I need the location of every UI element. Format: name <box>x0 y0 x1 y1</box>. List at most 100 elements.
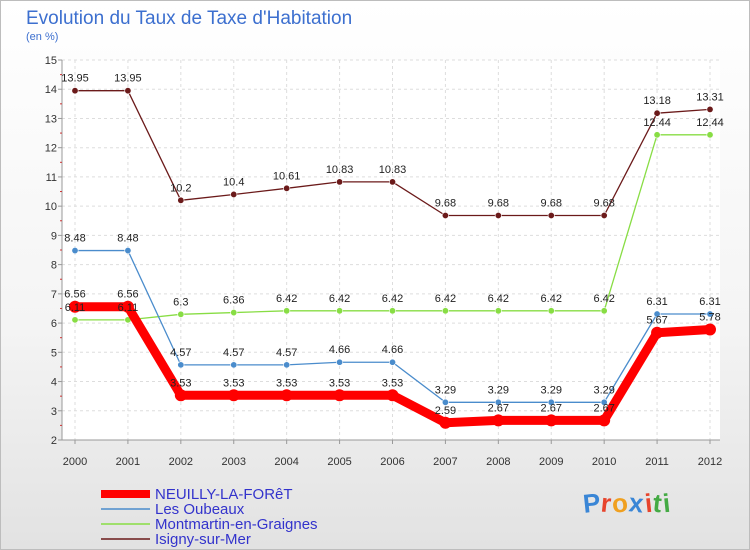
data-label: 4.66 <box>329 344 350 356</box>
data-label: 6.31 <box>699 296 720 308</box>
data-point <box>177 196 185 204</box>
data-label: 6.11 <box>118 302 139 314</box>
data-point <box>174 389 187 402</box>
data-label: 6.42 <box>382 293 403 305</box>
data-point <box>230 190 238 198</box>
data-label: 10.4 <box>223 176 244 188</box>
data-point <box>441 398 449 406</box>
data-label: 6.42 <box>593 293 614 305</box>
x-tick-label: 2010 <box>592 456 616 468</box>
data-point <box>439 416 452 429</box>
legend-label: Isigny-sur-Mer <box>155 531 251 548</box>
data-label: 10.83 <box>326 164 354 176</box>
data-point <box>441 307 449 315</box>
y-tick-label: 2 <box>51 435 57 447</box>
data-point <box>547 398 555 406</box>
x-tick-label: 2005 <box>327 456 351 468</box>
y-tick-label: 7 <box>51 289 57 301</box>
data-label: 13.95 <box>61 73 89 85</box>
data-point <box>386 389 399 402</box>
data-point <box>547 212 555 220</box>
y-tick-label: 15 <box>45 55 57 67</box>
data-point <box>600 307 608 315</box>
data-point <box>706 131 714 139</box>
data-label: 3.53 <box>223 377 244 389</box>
x-tick-label: 2012 <box>698 456 722 468</box>
data-point <box>336 307 344 315</box>
x-axis: 2000 2001 2002 2003 2004 2005 2006 2007 2008 2009… <box>62 439 722 468</box>
data-label: 3.53 <box>382 377 403 389</box>
data-point <box>494 212 502 220</box>
data-label: 6.56 <box>64 289 85 301</box>
legend-label: Les Oubeaux <box>155 501 245 518</box>
data-point <box>388 358 396 366</box>
data-label: 6.42 <box>276 293 297 305</box>
y-tick-label: 9 <box>51 230 57 242</box>
data-label: 10.61 <box>273 170 301 182</box>
x-tick-label: 2003 <box>222 456 246 468</box>
data-label: 6.31 <box>646 296 667 308</box>
data-point <box>333 389 346 402</box>
proxiti-logo: Proxiti <box>581 487 673 519</box>
y-tick-label: 12 <box>45 143 57 155</box>
y-tick-label: 4 <box>51 377 57 389</box>
data-point <box>598 414 611 427</box>
data-point <box>230 309 238 317</box>
data-label: 4.66 <box>382 344 403 356</box>
x-tick-label: 2009 <box>539 456 563 468</box>
data-point <box>653 131 661 139</box>
data-label: 12.44 <box>643 117 671 129</box>
y-tick-label: 6 <box>51 318 57 330</box>
data-label: 6.42 <box>488 293 509 305</box>
data-label: 3.29 <box>541 384 562 396</box>
data-label: 6.36 <box>223 295 244 307</box>
data-point <box>227 389 240 402</box>
chart-subtitle: (en %) <box>26 31 58 43</box>
data-label: 6.42 <box>541 293 562 305</box>
data-label: 10.83 <box>379 164 407 176</box>
data-point <box>336 178 344 186</box>
data-point <box>283 184 291 192</box>
data-point <box>124 87 132 95</box>
y-tick-label: 5 <box>51 347 57 359</box>
data-point <box>121 300 134 313</box>
data-label: 9.68 <box>593 198 614 210</box>
logo-letter: i <box>661 487 673 519</box>
y-tick-label: 3 <box>51 406 57 418</box>
data-point <box>651 326 664 339</box>
data-label: 3.53 <box>170 377 191 389</box>
grid-lines <box>62 59 720 441</box>
data-point <box>706 105 714 113</box>
data-point <box>706 310 714 318</box>
data-label: 8.48 <box>64 233 85 245</box>
data-label: 4.57 <box>170 347 191 359</box>
data-point <box>547 307 555 315</box>
data-label: 3.53 <box>276 377 297 389</box>
data-label: 2.67 <box>593 402 614 414</box>
data-point <box>653 310 661 318</box>
x-tick-label: 2006 <box>380 456 404 468</box>
data-label: 3.29 <box>435 384 456 396</box>
x-tick-label: 2001 <box>116 456 140 468</box>
data-label: 3.53 <box>329 377 350 389</box>
data-label: 2.67 <box>541 402 562 414</box>
data-point <box>704 323 716 336</box>
y-tick-label: 14 <box>45 84 57 96</box>
data-point <box>388 178 396 186</box>
data-label: 3.29 <box>593 384 614 396</box>
data-label: 6.11 <box>65 302 86 314</box>
data-label: 10.2 <box>170 182 191 194</box>
data-point <box>71 87 79 95</box>
data-point <box>600 212 608 220</box>
data-point <box>124 247 132 255</box>
data-point <box>280 389 293 402</box>
data-label: 9.68 <box>541 198 562 210</box>
data-point <box>494 398 502 406</box>
data-point <box>600 398 608 406</box>
chart-title: Evolution du Taux de Taxe d'Habitation <box>26 8 352 29</box>
series-layer <box>69 87 716 429</box>
data-point <box>388 307 396 315</box>
data-label: 6.56 <box>117 289 138 301</box>
